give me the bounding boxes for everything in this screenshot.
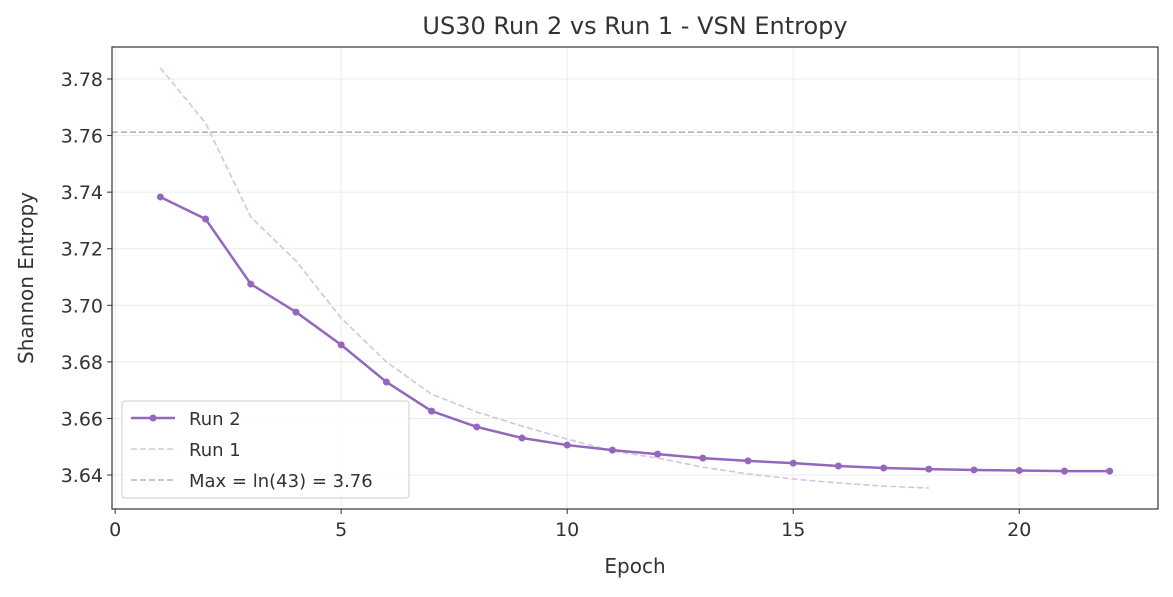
y-tick-label: 3.76 bbox=[61, 126, 103, 148]
legend-box bbox=[121, 400, 410, 499]
x-tick-label: 10 bbox=[555, 519, 579, 541]
data-point bbox=[473, 423, 481, 431]
y-tick-label: 3.66 bbox=[61, 408, 103, 430]
data-point bbox=[156, 193, 164, 201]
y-tick-label: 3.68 bbox=[61, 352, 103, 374]
data-point bbox=[1106, 467, 1114, 475]
series-line-run-1 bbox=[159, 67, 929, 489]
data-point bbox=[654, 450, 662, 458]
x-axis-label: Epoch bbox=[604, 554, 665, 578]
data-point bbox=[382, 378, 390, 386]
data-point bbox=[292, 308, 300, 316]
data-point bbox=[789, 459, 797, 467]
y-tick-label: 3.72 bbox=[61, 239, 103, 261]
data-point bbox=[1015, 467, 1023, 475]
plot-frame bbox=[111, 46, 1159, 510]
x-tick-label: 15 bbox=[781, 519, 805, 541]
y-axis-label: Shannon Entropy bbox=[14, 192, 38, 364]
legend-label-run2: Run 2 bbox=[189, 409, 241, 430]
series-line-run-2 bbox=[159, 195, 1110, 473]
data-point bbox=[970, 466, 978, 474]
data-point bbox=[925, 465, 933, 473]
ticks: 0 5 10 15 20 3.64 3.66 3.68 3.70 3.72 3.74 3.76 3.78 bbox=[61, 69, 1032, 541]
data-point bbox=[428, 407, 436, 415]
data-point bbox=[563, 441, 571, 449]
data-point bbox=[202, 215, 210, 223]
x-tick-label: 0 bbox=[109, 519, 121, 541]
data-point bbox=[247, 280, 255, 288]
data-point bbox=[744, 457, 752, 465]
y-tick-label: 3.64 bbox=[61, 465, 103, 487]
data-point bbox=[337, 341, 345, 349]
data-point bbox=[518, 434, 526, 442]
chart-title: US30 Run 2 vs Run 1 - VSN Entropy bbox=[422, 12, 847, 40]
data-point bbox=[834, 462, 842, 470]
y-tick-label: 3.70 bbox=[61, 295, 103, 317]
y-tick-label: 3.74 bbox=[61, 182, 103, 204]
legend-label-max: Max = ln(43) = 3.76 bbox=[189, 471, 373, 492]
x-tick-label: 20 bbox=[1007, 519, 1031, 541]
legend-marker-run2 bbox=[149, 414, 157, 422]
data-point bbox=[1060, 467, 1068, 475]
legend-label-run1: Run 1 bbox=[189, 440, 241, 461]
data-point bbox=[880, 464, 888, 472]
legend: Run 2 Run 1 Max = ln(43) = 3.76 bbox=[121, 400, 410, 499]
series-group bbox=[156, 67, 1114, 489]
y-tick-label: 3.78 bbox=[61, 69, 103, 91]
x-tick-label: 5 bbox=[335, 519, 347, 541]
data-point bbox=[699, 454, 707, 462]
data-point bbox=[608, 446, 616, 454]
